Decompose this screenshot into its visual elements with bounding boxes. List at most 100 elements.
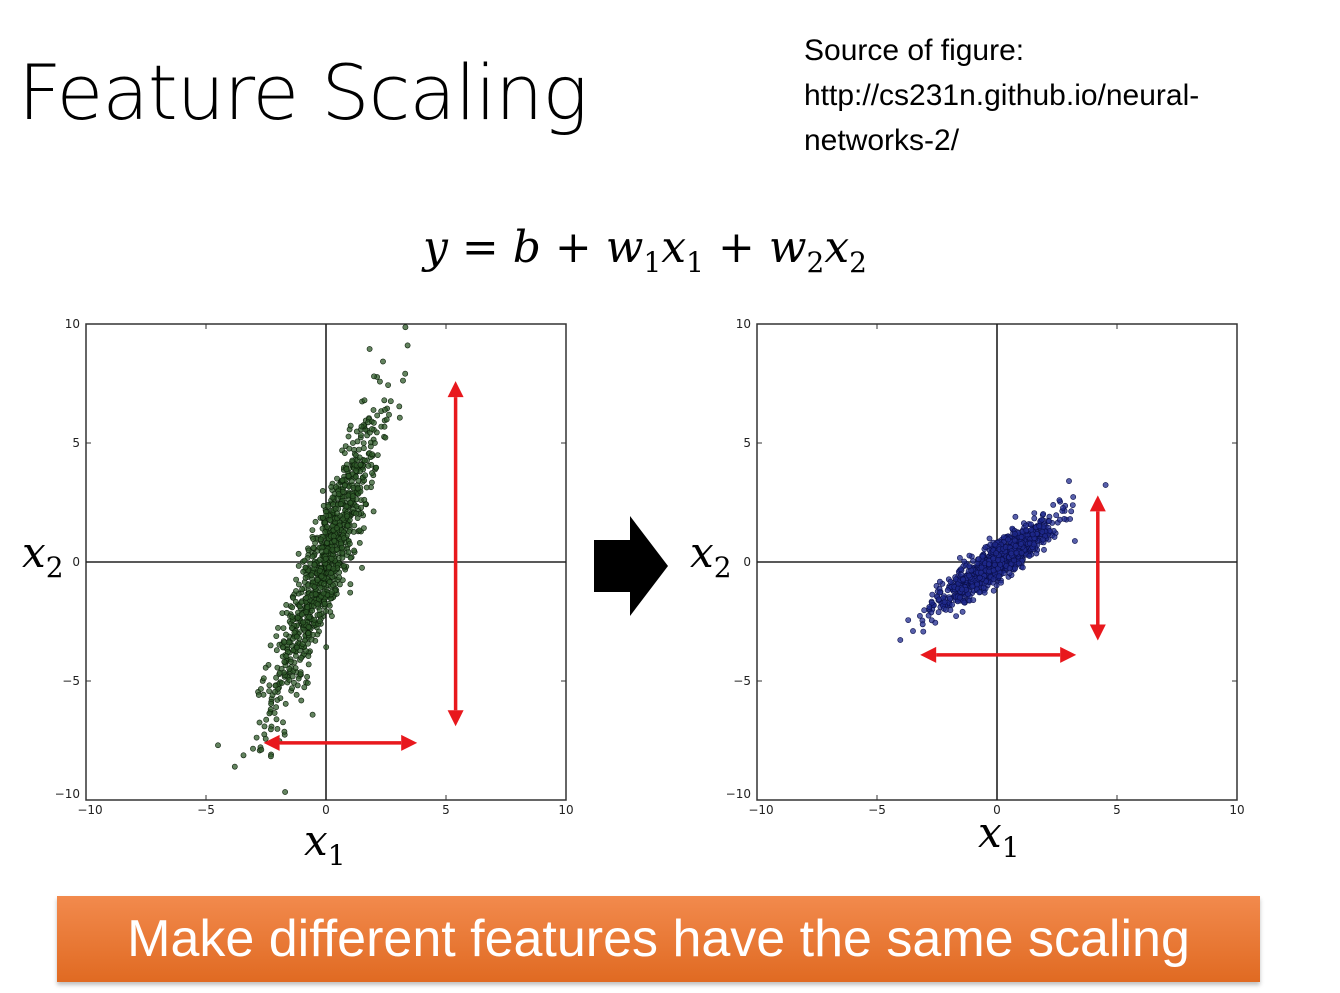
data-point [347,581,354,588]
eq-y: y [423,222,448,273]
data-point [266,688,272,694]
y-tick-label: 10 [736,317,751,331]
data-point [322,529,328,536]
data-point [357,461,364,468]
data-point [316,618,323,625]
data-point [997,561,1004,568]
data-point [959,586,965,593]
data-point [289,604,296,611]
x-tick-label: 5 [1113,803,1121,817]
data-point [987,541,994,548]
data-point [279,644,286,651]
scatter-points [215,324,411,795]
data-point [928,599,935,606]
data-point [321,600,328,607]
data-point [370,419,377,426]
data-point [293,691,300,698]
data-point [263,716,270,723]
data-point [320,590,327,597]
y-tick-label: 5 [72,436,80,450]
data-point [944,587,951,594]
data-point [400,377,406,384]
data-point [1040,536,1046,543]
data-point [295,562,302,569]
data-point [404,342,411,349]
data-point [359,564,365,571]
data-point [339,549,346,556]
data-point [386,411,392,418]
data-point [368,479,375,486]
data-point [369,451,376,458]
data-point [1050,501,1057,508]
data-point [292,598,299,605]
data-point [330,501,336,508]
data-point [361,397,368,404]
data-point [328,555,335,562]
arrow-head [447,710,464,727]
data-point [277,695,284,701]
data-point [365,462,372,469]
data-point [352,473,359,480]
data-point [294,644,300,651]
arrow-head [1089,624,1106,641]
data-point [339,544,345,551]
data-point [1026,553,1033,559]
data-point [319,487,326,494]
data-point [279,680,285,686]
data-point [299,641,306,647]
data-point [368,426,375,432]
data-point [273,716,280,723]
data-point [383,416,390,423]
data-point [347,589,354,596]
data-point [402,324,409,331]
y-tick-label: 0 [743,555,751,569]
data-point [305,653,312,659]
data-point [343,466,350,473]
scatter-plot-unscaled: −10 −5 0 5 10 −10 −5 0 5 10 [55,317,574,817]
data-point [256,719,263,726]
data-point [328,613,335,619]
data-point [1022,522,1029,529]
data-point [281,658,288,665]
data-point [305,624,312,630]
data-point [323,608,329,614]
data-point [966,552,973,559]
data-point [1031,515,1038,522]
data-point [1060,504,1066,511]
data-point [290,594,296,601]
data-point [355,477,362,484]
data-point [1011,531,1018,537]
data-point [293,576,299,583]
data-point [289,613,296,620]
data-point [321,581,327,587]
arrow-head [1060,646,1077,663]
data-point [266,682,273,689]
data-point [323,644,330,650]
eq-w2: w [768,222,807,273]
data-point [295,550,302,557]
source-line: networks-2/ [804,124,960,157]
data-point [353,428,360,435]
data-point [283,601,290,608]
data-point [273,674,279,681]
slide-title: Feature Scaling [18,48,588,137]
data-point [356,527,363,534]
data-point [1012,542,1019,549]
data-point [961,599,968,606]
data-point [314,601,321,608]
data-point [253,734,260,741]
data-point [303,595,310,601]
data-point [351,547,357,554]
data-point [966,572,972,579]
x-tick-label: −10 [77,803,102,817]
data-point [1006,570,1013,577]
eq-equals: = [461,222,499,273]
data-point [351,522,358,529]
data-point [349,440,356,446]
data-point [314,631,321,638]
data-point [957,566,964,572]
data-point [283,653,290,660]
data-point [337,501,344,507]
data-point [273,633,280,639]
data-point [334,475,340,482]
